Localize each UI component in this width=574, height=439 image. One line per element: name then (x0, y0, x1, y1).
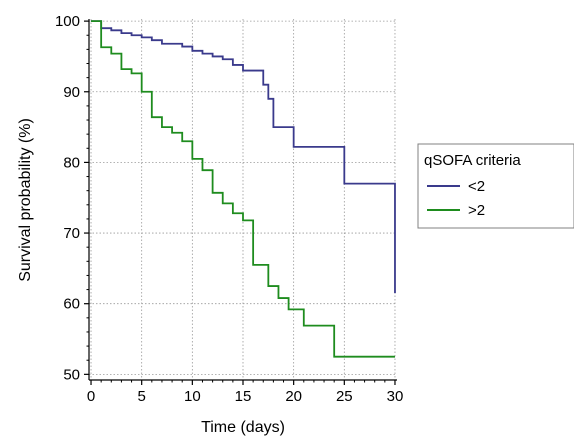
legend-label-gt2: >2 (468, 202, 485, 219)
x-axis-title: Time (days) (201, 419, 285, 436)
legend: qSOFA criteria <2 >2 (417, 143, 574, 229)
y-tick-label: 80 (63, 154, 80, 171)
y-tick-labels: 50 60 70 80 90 100 (55, 13, 80, 383)
legend-title: qSOFA criteria (424, 152, 521, 169)
survival-curve-gt2 (91, 20, 395, 358)
x-tick-labels: 0 5 10 15 20 25 30 (87, 388, 403, 405)
y-axis-title: Survival probability (%) (17, 118, 34, 282)
x-tick-label: 20 (285, 388, 302, 405)
survival-curve-lt2 (91, 20, 396, 294)
x-tick-label: 25 (336, 388, 353, 405)
x-tick-label: 15 (235, 388, 252, 405)
y-tick-label: 70 (63, 225, 80, 242)
y-tick-label: 100 (55, 13, 80, 30)
x-tick-label: 30 (387, 388, 404, 405)
x-tick-label: 0 (87, 388, 95, 405)
x-tick-label: 10 (184, 388, 201, 405)
y-tick-label: 60 (63, 296, 80, 313)
survival-curves (91, 20, 396, 358)
x-tick-label: 5 (138, 388, 146, 405)
axes (84, 19, 397, 385)
y-tick-label: 90 (63, 84, 80, 101)
y-tick-label: 50 (63, 366, 80, 383)
legend-label-lt2: <2 (468, 178, 485, 195)
